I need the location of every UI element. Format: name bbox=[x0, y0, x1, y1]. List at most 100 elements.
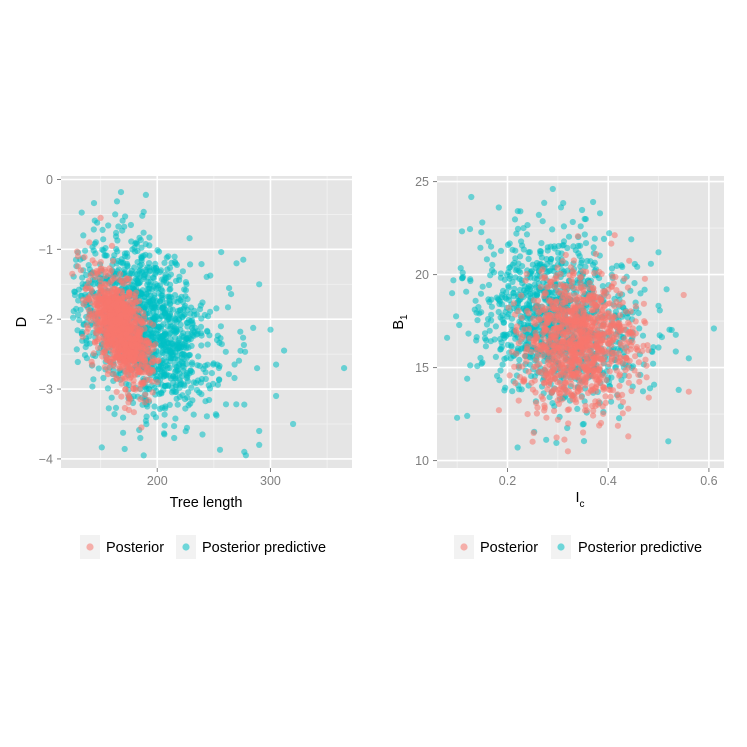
scatter-point bbox=[603, 376, 610, 384]
scatter-point bbox=[597, 303, 604, 310]
scatter-point bbox=[479, 359, 486, 366]
scatter-point bbox=[83, 271, 90, 279]
x-tick-label: 0.2 bbox=[499, 474, 516, 488]
scatter-point bbox=[166, 286, 173, 293]
scatter-point bbox=[555, 288, 562, 295]
y-tick-label: 20 bbox=[415, 268, 429, 282]
scatter-point bbox=[162, 344, 169, 351]
scatter-point bbox=[578, 257, 585, 264]
scatter-point bbox=[126, 361, 133, 368]
scatter-point bbox=[121, 223, 128, 230]
panel-left: 200 300 0 −1 −2 −3 −4 Tree length D Posterior … bbox=[14, 173, 352, 559]
scatter-point bbox=[531, 292, 538, 299]
scatter-point bbox=[534, 404, 541, 411]
scatter-point bbox=[513, 230, 520, 237]
scatter-point bbox=[120, 414, 127, 421]
scatter-point bbox=[113, 375, 120, 383]
scatter-point bbox=[562, 294, 569, 301]
scatter-point bbox=[543, 436, 550, 443]
scatter-point bbox=[228, 291, 235, 298]
scatter-point bbox=[89, 361, 96, 368]
scatter-point bbox=[273, 361, 280, 368]
scatter-point bbox=[632, 303, 639, 310]
scatter-point bbox=[578, 364, 585, 371]
scatter-point bbox=[529, 438, 536, 445]
scatter-point bbox=[105, 222, 112, 229]
scatter-point bbox=[544, 261, 551, 268]
scatter-point bbox=[488, 303, 495, 310]
scatter-point bbox=[490, 269, 498, 276]
scatter-point bbox=[624, 284, 632, 291]
scatter-point bbox=[138, 257, 145, 264]
scatter-point bbox=[178, 381, 185, 388]
scatter-point bbox=[579, 206, 586, 214]
scatter-point bbox=[131, 264, 138, 271]
scatter-point bbox=[601, 348, 608, 355]
scatter-point bbox=[122, 386, 129, 393]
scatter-point bbox=[210, 360, 217, 367]
scatter-point bbox=[635, 359, 643, 366]
scatter-point bbox=[568, 276, 575, 283]
scatter-point bbox=[530, 315, 537, 322]
scatter-point bbox=[481, 330, 489, 337]
scatter-point bbox=[615, 394, 622, 401]
scatter-point bbox=[501, 331, 508, 338]
scatter-point bbox=[650, 360, 657, 367]
scatter-point bbox=[516, 330, 524, 338]
scatter-point bbox=[256, 427, 263, 435]
scatter-point bbox=[256, 441, 263, 448]
scatter-point bbox=[627, 308, 634, 315]
scatter-point bbox=[132, 348, 139, 356]
scatter-point bbox=[525, 249, 532, 256]
scatter-point bbox=[127, 335, 134, 342]
scatter-point bbox=[530, 429, 537, 436]
scatter-point bbox=[90, 200, 98, 207]
scatter-point bbox=[186, 235, 193, 242]
scatter-point bbox=[543, 414, 550, 421]
scatter-point bbox=[586, 280, 593, 287]
scatter-point bbox=[149, 274, 157, 281]
scatter-point bbox=[111, 411, 118, 418]
scatter-point bbox=[497, 270, 504, 277]
scatter-point bbox=[97, 318, 105, 325]
scatter-point bbox=[523, 231, 531, 238]
x-tick-label: 0.6 bbox=[700, 474, 717, 488]
scatter-point bbox=[512, 255, 519, 262]
scatter-point bbox=[571, 351, 579, 358]
scatter-point bbox=[488, 311, 495, 318]
scatter-point bbox=[554, 397, 561, 404]
scatter-point bbox=[74, 327, 81, 334]
scatter-point bbox=[590, 261, 597, 268]
scatter-point bbox=[549, 226, 556, 233]
scatter-point bbox=[557, 270, 564, 278]
scatter-point bbox=[463, 288, 470, 295]
scatter-point bbox=[546, 349, 553, 356]
scatter-point bbox=[501, 355, 508, 363]
scatter-point bbox=[116, 365, 123, 372]
scatter-point bbox=[559, 361, 566, 368]
scatter-point bbox=[179, 268, 186, 275]
scatter-point bbox=[601, 355, 608, 362]
scatter-point bbox=[668, 326, 675, 334]
scatter-point bbox=[710, 325, 718, 332]
scatter-point bbox=[181, 396, 189, 403]
scatter-point bbox=[150, 321, 157, 328]
scatter-point bbox=[207, 272, 214, 279]
y-tick-label: −1 bbox=[39, 243, 53, 257]
scatter-point bbox=[224, 304, 232, 311]
scatter-point bbox=[685, 355, 692, 362]
scatter-point bbox=[572, 396, 579, 403]
scatter-point bbox=[70, 314, 77, 321]
scatter-point bbox=[102, 268, 109, 276]
right-legend-dot-predictive bbox=[557, 543, 565, 551]
scatter-point bbox=[509, 261, 516, 268]
scatter-point bbox=[616, 382, 623, 389]
scatter-point bbox=[89, 244, 96, 251]
scatter-point bbox=[495, 204, 502, 211]
scatter-point bbox=[100, 247, 107, 254]
scatter-point bbox=[577, 223, 584, 230]
scatter-point bbox=[172, 277, 180, 285]
scatter-point bbox=[590, 198, 597, 206]
scatter-point bbox=[188, 361, 196, 368]
